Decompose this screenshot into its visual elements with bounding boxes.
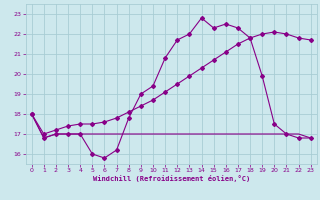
X-axis label: Windchill (Refroidissement éolien,°C): Windchill (Refroidissement éolien,°C) — [92, 175, 250, 182]
